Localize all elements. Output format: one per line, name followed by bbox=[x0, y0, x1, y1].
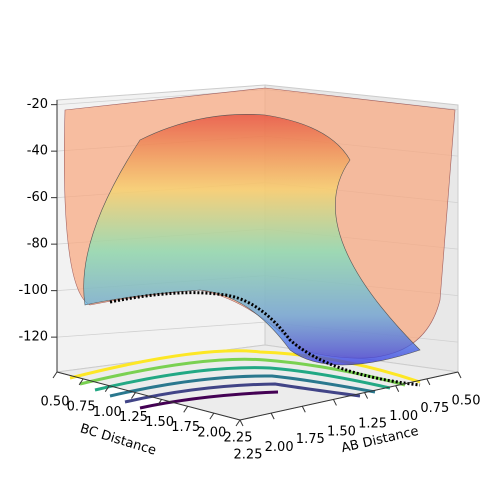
x-tick-label: 1.00 bbox=[389, 409, 418, 424]
z-tick-label: -120 bbox=[18, 330, 48, 345]
y-tick-label: 2.25 bbox=[224, 431, 253, 446]
x-tick bbox=[364, 392, 369, 399]
trajectory bbox=[109, 291, 421, 387]
y-tick-label: 0.50 bbox=[41, 395, 70, 410]
x-tick bbox=[270, 412, 275, 420]
x-tick bbox=[301, 406, 306, 413]
z-tick-label: -40 bbox=[27, 144, 48, 159]
y-tick bbox=[52, 371, 58, 379]
x-tick bbox=[457, 371, 462, 379]
y-tick-label: 1.75 bbox=[171, 420, 200, 435]
z-tick-label: -100 bbox=[18, 283, 48, 298]
surface bbox=[83, 114, 421, 366]
x-tick bbox=[426, 378, 431, 386]
z-tick-label: -20 bbox=[27, 97, 48, 112]
y-tick-label: 1.50 bbox=[145, 415, 174, 430]
x-tick bbox=[395, 385, 400, 392]
y-tick bbox=[235, 419, 241, 427]
y-axis bbox=[56, 371, 241, 421]
y-tick-label: 1.25 bbox=[119, 410, 148, 425]
y-tick bbox=[78, 378, 84, 386]
z-tick-label: -60 bbox=[27, 190, 48, 205]
y-tick bbox=[183, 406, 189, 413]
x-tick-label: 0.75 bbox=[420, 401, 449, 416]
x-tick-label: 1.25 bbox=[358, 417, 387, 432]
x-tick-label: 0.50 bbox=[452, 394, 481, 409]
y-tick bbox=[157, 399, 162, 406]
x-tick-label: 2.00 bbox=[265, 440, 294, 455]
x-axis bbox=[239, 371, 459, 421]
x-tick-label: 1.75 bbox=[296, 432, 325, 447]
z-tick-label: -80 bbox=[27, 237, 48, 252]
y-tick bbox=[104, 385, 110, 392]
x-tick bbox=[239, 419, 244, 427]
y-tick-label: 2.00 bbox=[197, 425, 226, 440]
contours bbox=[69, 349, 421, 410]
y-tick-label: 0.75 bbox=[67, 400, 96, 415]
grid-line bbox=[56, 321, 266, 338]
x-tick-label: 1.50 bbox=[327, 424, 356, 439]
y-tick bbox=[209, 412, 215, 420]
y-tick bbox=[131, 392, 136, 399]
x-tick bbox=[332, 399, 337, 406]
y-tick-label: 1.00 bbox=[93, 405, 122, 420]
x-tick-label: 2.25 bbox=[234, 448, 263, 463]
